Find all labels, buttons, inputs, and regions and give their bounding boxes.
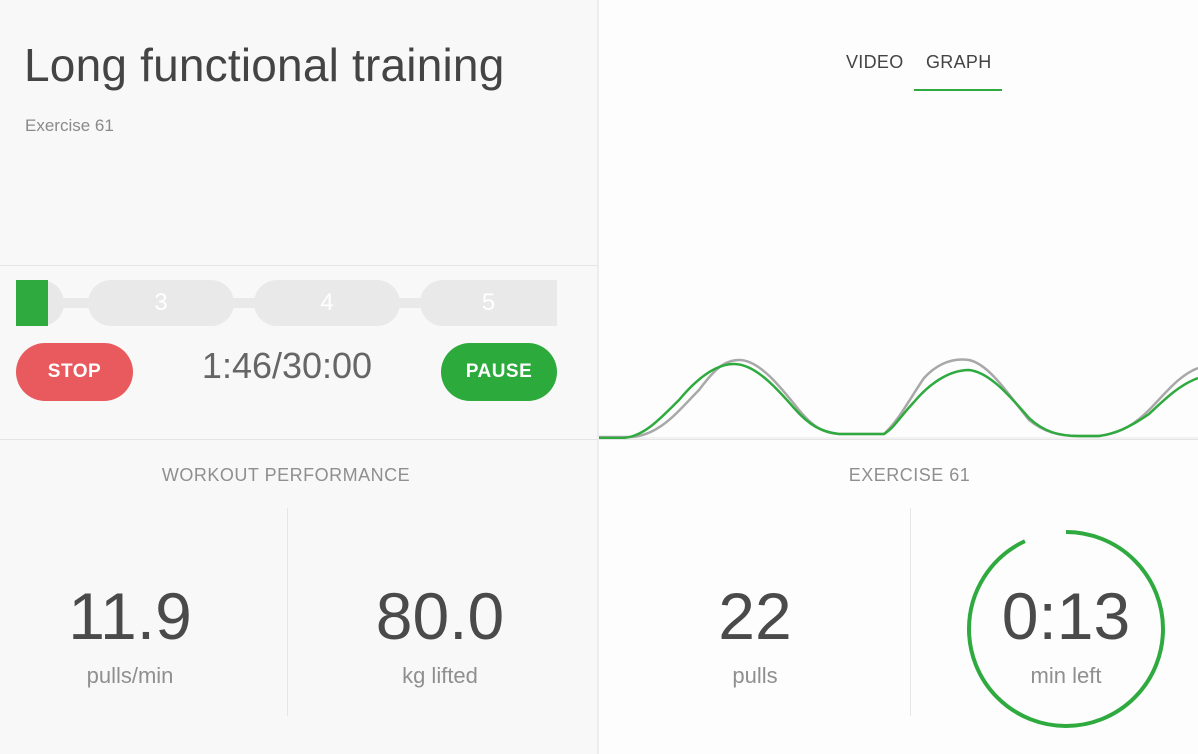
pulls-unit: pulls bbox=[732, 663, 778, 688]
divider bbox=[599, 439, 1198, 440]
set-segment-label: 3 bbox=[154, 289, 168, 316]
time-left-unit: min left bbox=[1030, 663, 1102, 688]
set-segment-label: 4 bbox=[320, 289, 334, 316]
set-segment-5[interactable]: 5 bbox=[420, 280, 557, 326]
kg-lifted-unit: kg lifted bbox=[402, 663, 478, 688]
time-left-ring bbox=[967, 530, 1165, 728]
panel-divider bbox=[597, 0, 599, 754]
time-left-value: 0:13 bbox=[1001, 579, 1131, 653]
time-left-progress-arc bbox=[967, 530, 1165, 728]
kg-lifted-value: 80.0 bbox=[375, 579, 505, 653]
tab-graph[interactable]: GRAPH bbox=[926, 52, 992, 72]
exercise-heading: EXERCISE 61 bbox=[848, 465, 971, 485]
segment-connector bbox=[232, 298, 256, 308]
active-tab-indicator bbox=[914, 89, 1002, 91]
pulls-value: 22 bbox=[718, 579, 792, 653]
segment-connector bbox=[62, 298, 90, 308]
workout-performance-heading: WORKOUT PERFORMANCE bbox=[161, 465, 411, 485]
column-divider bbox=[910, 508, 911, 716]
set-segment-3[interactable]: 3 bbox=[88, 280, 234, 326]
pulls-per-min-unit: pulls/min bbox=[86, 663, 174, 688]
set-progress-bar: 3 4 5 bbox=[16, 280, 557, 326]
current-set-progress-fill bbox=[16, 280, 48, 326]
exercise-panel: VIDEO GRAPH EXERCISE 61 22 pulls 0:13 mi… bbox=[599, 0, 1198, 754]
divider bbox=[0, 439, 597, 440]
tab-video[interactable]: VIDEO bbox=[846, 52, 904, 72]
workout-panel: Long functional training Exercise 61 3 4… bbox=[0, 0, 597, 754]
set-segment-4[interactable]: 4 bbox=[254, 280, 400, 326]
workout-timer: 1:46/30:00 bbox=[201, 345, 373, 386]
pulls-per-min-value: 11.9 bbox=[68, 579, 192, 653]
reference-curve bbox=[599, 358, 1198, 439]
stop-button[interactable]: STOP bbox=[16, 343, 133, 401]
pause-button[interactable]: PAUSE bbox=[441, 343, 557, 401]
exercise-subtitle: Exercise 61 bbox=[25, 116, 114, 135]
motion-graph bbox=[599, 358, 1198, 440]
set-segment-label: 5 bbox=[481, 289, 496, 316]
divider bbox=[0, 265, 597, 266]
segment-connector bbox=[398, 298, 422, 308]
column-divider bbox=[287, 508, 288, 716]
workout-title: Long functional training bbox=[24, 39, 505, 91]
live-curve bbox=[599, 362, 1198, 440]
view-tabs: VIDEO GRAPH bbox=[599, 52, 1198, 92]
